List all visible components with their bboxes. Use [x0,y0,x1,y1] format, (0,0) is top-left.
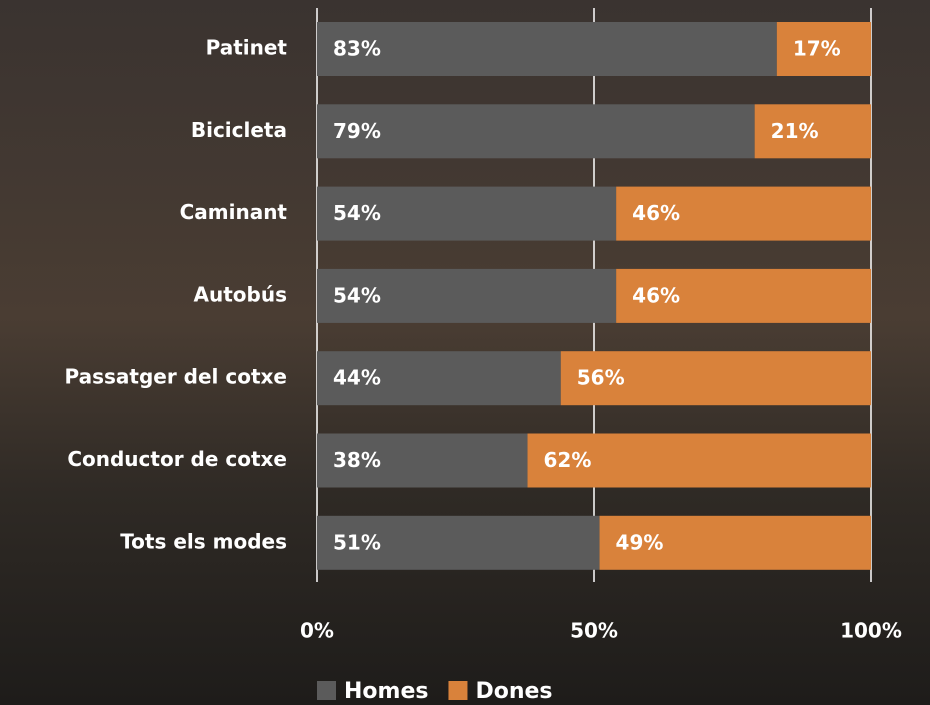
data-label: 62% [544,448,592,472]
data-label: 54% [333,283,381,307]
data-label: 46% [632,201,680,225]
chart: 83% 17% 79% 21% 54% 46% 54% 46% 44% 56% 38% 62% 51% 4… [0,0,930,705]
data-label: 79% [333,119,381,143]
data-label: 51% [333,530,381,554]
legend-swatch [317,681,336,700]
data-label: 44% [333,366,381,390]
bar-segment [317,22,777,76]
y-tick-label: Passatger del cotxe [64,365,287,389]
legend-label: Dones [475,679,552,704]
data-label: 38% [333,448,381,472]
data-label: 49% [616,530,664,554]
data-label: 54% [333,201,381,225]
x-tick-label: 50% [570,619,618,643]
data-label: 83% [333,37,381,61]
x-tick-label: 100% [840,619,902,643]
data-label: 17% [793,37,841,61]
x-tick-label: 0% [300,619,334,643]
data-label: 46% [632,283,680,307]
data-label: 21% [771,119,819,143]
y-tick-label: Autobús [194,282,287,306]
y-tick-label: Patinet [206,36,288,60]
y-tick-label: Bicicleta [191,118,287,142]
bar-segment [317,104,755,158]
page: {"chart_data": {"type": "stacked-bar-hor… [0,0,930,705]
y-tick-label: Caminant [180,200,288,224]
y-tick-label: Conductor de cotxe [67,447,287,471]
y-tick-label: Tots els modes [120,529,287,553]
data-label: 56% [577,366,625,390]
legend-swatch [448,681,467,700]
legend-label: Homes [344,679,428,704]
